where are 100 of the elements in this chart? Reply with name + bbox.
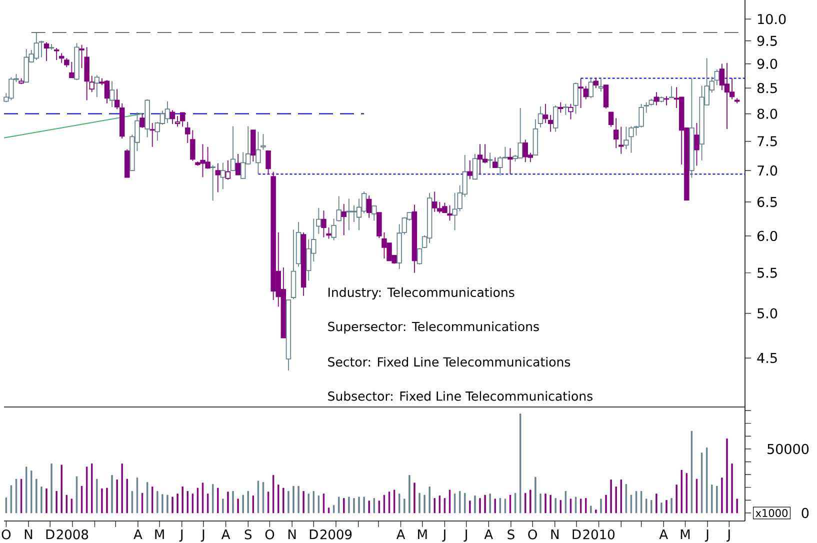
candlestick bbox=[140, 113, 145, 128]
candlestick bbox=[336, 196, 342, 222]
candlestick bbox=[613, 118, 619, 149]
candlestick bbox=[467, 160, 473, 180]
y-tick-label: 8.0 bbox=[757, 108, 778, 119]
x-tick-label: J bbox=[179, 530, 183, 542]
candlestick bbox=[290, 229, 296, 300]
candlestick bbox=[472, 153, 478, 180]
candlestick bbox=[341, 203, 347, 236]
y-tick-label: 0 bbox=[802, 508, 809, 518]
x-tick-label: 2009 bbox=[320, 530, 352, 540]
y-tick-label: 9.5 bbox=[757, 36, 777, 46]
x-tick-label: O bbox=[528, 530, 537, 540]
candlestick bbox=[487, 152, 493, 169]
text: x1000 bbox=[756, 509, 788, 517]
candlestick bbox=[250, 130, 256, 162]
x-tick-label: M bbox=[155, 530, 164, 539]
x-tick-label: A bbox=[396, 530, 406, 539]
x-tick-label: O bbox=[2, 530, 11, 540]
candlestick bbox=[593, 77, 599, 89]
candlestick bbox=[266, 150, 271, 175]
candlestick bbox=[734, 98, 740, 104]
x-tick-label: D bbox=[46, 530, 54, 539]
x-tick-label: S bbox=[244, 530, 252, 540]
x-tick-label: 2008 bbox=[56, 530, 88, 540]
candlestick bbox=[689, 78, 694, 178]
candlestick bbox=[84, 46, 90, 101]
candlestick bbox=[624, 126, 629, 150]
annotation: Supersector: Telecommunications bbox=[328, 322, 539, 334]
candlestick bbox=[331, 218, 336, 241]
candlestick bbox=[618, 126, 624, 154]
candlestick bbox=[588, 78, 594, 99]
candlestick bbox=[608, 112, 614, 128]
candlestick bbox=[603, 84, 609, 109]
candlestick bbox=[215, 162, 220, 193]
candlestick bbox=[300, 232, 306, 296]
y-tick-label: 10.0 bbox=[758, 14, 786, 24]
x-tick-label: J bbox=[442, 530, 446, 542]
candlestick bbox=[114, 88, 120, 110]
y-tick-label: 6.0 bbox=[757, 230, 778, 242]
x-tick-label: D bbox=[572, 530, 581, 539]
candlestick bbox=[553, 104, 558, 132]
candlestick bbox=[144, 98, 150, 138]
x-tick-label: S bbox=[508, 530, 514, 540]
candlestick bbox=[286, 300, 292, 371]
candlestick bbox=[648, 98, 654, 106]
candlestick bbox=[119, 102, 125, 139]
x-tick-label: J bbox=[200, 530, 204, 542]
candlestick bbox=[538, 106, 544, 128]
candlestick bbox=[48, 44, 54, 50]
candlestick bbox=[235, 153, 241, 176]
x-tick-label: A bbox=[134, 530, 142, 539]
x-tick-label: A bbox=[659, 530, 668, 539]
candlestick bbox=[174, 116, 180, 128]
candlestick bbox=[664, 96, 670, 106]
candlestick bbox=[492, 156, 498, 168]
candlestick bbox=[658, 96, 664, 103]
candlestick bbox=[321, 210, 326, 238]
candlestick bbox=[74, 42, 80, 81]
candlestick bbox=[372, 205, 377, 222]
y-tick-label: 7.0 bbox=[758, 165, 778, 176]
x-tick-label: M bbox=[680, 530, 690, 539]
candlestick bbox=[532, 118, 538, 156]
annotation: Industry: Telecommunications bbox=[328, 287, 514, 300]
x-tick-label: A bbox=[221, 530, 230, 539]
candlestick bbox=[109, 80, 115, 108]
candlestick bbox=[44, 42, 50, 62]
x-tick-label: N bbox=[24, 530, 32, 539]
x-tick-label: D bbox=[310, 530, 318, 539]
candlestick bbox=[558, 102, 564, 114]
candlestick bbox=[210, 164, 216, 202]
y-tick-label: 6.5 bbox=[757, 196, 777, 208]
candlestick bbox=[230, 126, 236, 171]
candlestick bbox=[260, 134, 266, 150]
candlestick bbox=[598, 78, 604, 92]
candlestick bbox=[316, 207, 322, 234]
candlestick bbox=[376, 212, 382, 239]
candlestick bbox=[185, 121, 190, 144]
annotation: Sector: Fixed Line Telecommunications bbox=[328, 356, 570, 367]
x-tick-label: N bbox=[288, 530, 296, 539]
candlestick bbox=[256, 131, 261, 175]
y-tick-label: 4.5 bbox=[757, 353, 777, 364]
candlestick bbox=[54, 48, 60, 60]
x-tick-label: J bbox=[726, 530, 730, 542]
y-tick-label: 8.5 bbox=[757, 82, 777, 94]
candlestick bbox=[190, 130, 196, 162]
candlestick bbox=[548, 114, 554, 132]
candlestick bbox=[150, 122, 155, 148]
candlestick bbox=[694, 122, 700, 166]
x-tick-label: M bbox=[418, 530, 427, 539]
y-tick-label: 5.5 bbox=[758, 268, 777, 278]
candlestick bbox=[366, 195, 372, 218]
candlestick bbox=[180, 112, 186, 128]
candlestick bbox=[654, 92, 660, 106]
y-tick-label: 7.5 bbox=[758, 136, 777, 146]
annotation: Subsector: Fixed Line Telecommunications bbox=[328, 391, 592, 401]
x-tick-label: 2010 bbox=[583, 530, 614, 540]
candlestick bbox=[38, 40, 44, 58]
x-tick-label: A bbox=[484, 530, 493, 539]
y-tick-label: 5.0 bbox=[758, 308, 778, 318]
